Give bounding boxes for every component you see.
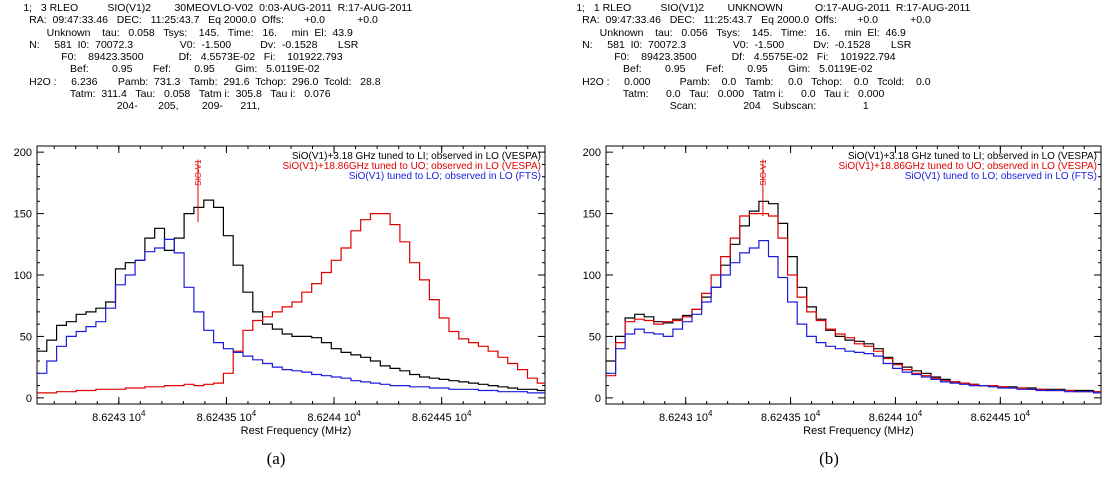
header-line: 1; 1 RLEO SIO(V1)2 UNKNOWN O:17-AUG-2011… — [553, 2, 971, 14]
x-tick-label: 8.62435 104 — [761, 409, 821, 424]
legend-entry: SiO(V1)+18.86GHz tuned to UO; observed i… — [282, 161, 541, 172]
x-tick-label: 8.62445 104 — [971, 409, 1031, 424]
line-marker-label: SIO-V1 — [194, 159, 203, 186]
y-tick-label: 150 — [14, 209, 32, 221]
x-tick-label: 8.62445 104 — [412, 409, 472, 424]
x-tick-label: 8.6243 104 — [659, 409, 713, 424]
spectrum-chart: 0 50 100 150 200 8.6243 104 8.62435 104 8.6244 … — [14, 145, 546, 437]
x-tick-label: 8.6243 104 — [92, 409, 146, 424]
y-tick-label: 50 — [20, 331, 32, 343]
series-line-1 — [606, 213, 1101, 393]
header-line: Bef: 0.95 Fef: 0.95 Gim: 5.0119E-02 — [0, 63, 320, 76]
panel-caption: (b) — [819, 449, 839, 468]
panel-caption: (a) — [266, 449, 286, 468]
series-line-0 — [37, 199, 545, 392]
header-line: RA: 09:47:33.46 DEC: 11:25:43.7 Eq 2000.… — [553, 14, 931, 27]
y-tick-label: 50 — [589, 331, 601, 343]
panel-a: 1; 3 RLEO SIO(V1)2 30MEOVLO-V02 0:03-AUG… — [0, 0, 552, 477]
observation-header: 1; 1 RLEO SIO(V1)2 UNKNOWN O:17-AUG-2011… — [553, 2, 1105, 113]
series-line-2 — [606, 240, 1101, 394]
series-line-2 — [37, 238, 545, 394]
header-line: H2O : 0.000 Pamb: 0.0 Tamb: 0.0 Tchop: 0… — [553, 75, 931, 88]
header-line: 204- 205, 209- 211, — [0, 100, 261, 113]
y-tick-label: 150 — [583, 209, 601, 221]
y-tick-label: 200 — [14, 147, 32, 159]
header-line: 1; 3 RLEO SIO(V1)2 30MEOVLO-V02 0:03-AUG… — [0, 2, 413, 14]
header-line: RA: 09:47:33.46 DEC: 11:25:43.7 Eq 2000.… — [0, 14, 378, 27]
header-line: F0: 89423.3500 Df: 4.5573E-02 Fi: 101922… — [0, 51, 343, 64]
series-line-0 — [606, 200, 1101, 393]
x-tick-label: 8.6244 104 — [307, 409, 361, 424]
legend-entry: SiO(V1) tuned to LO; observed in LO (FTS… — [349, 171, 541, 182]
y-tick-label: 200 — [583, 147, 601, 159]
plot-frame — [605, 145, 1102, 405]
header-line: Bef: 0.95 Fef: 0.95 Gim: 5.0119E-02 — [553, 63, 873, 76]
header-line: Tatm: 0.0 Tau: 0.000 Tatm i: 0.0 Tau i: … — [553, 88, 885, 101]
spectrum-chart: 0 50 100 150 200 8.6243 104 8.62435 104 8.6244 … — [583, 145, 1102, 437]
y-tick-label: 0 — [26, 393, 32, 405]
y-tick-label: 100 — [583, 270, 601, 282]
y-tick-label: 100 — [14, 270, 32, 282]
line-marker-label: SIO-V1 — [759, 159, 768, 186]
header-line: Unknown tau: 0.058 Tsys: 145. Time: 16. … — [0, 26, 353, 39]
header-line: N: 581 I0: 70072.3 V0: -1.500 Dv: -0.152… — [553, 38, 912, 51]
header-line: F0: 89423.3500 Df: 4.5575E-02 Fi: 101922… — [553, 51, 896, 64]
header-line: N: 581 I0: 70072.3 V0: -1.500 Dv: -0.152… — [0, 38, 359, 51]
series-line-1 — [37, 213, 545, 394]
x-axis-label: Rest Frequency (MHz) — [241, 425, 352, 437]
legend-entry: SiO(V1)+18.86GHz tuned to UO; observed i… — [838, 161, 1097, 172]
legend-entry: SiO(V1)+3.18 GHz tuned to LI; observed i… — [292, 151, 541, 162]
legend-entry: SiO(V1)+3.18 GHz tuned to LI; observed i… — [848, 151, 1097, 162]
panel-b: 1; 1 RLEO SIO(V1)2 UNKNOWN O:17-AUG-2011… — [553, 0, 1105, 477]
legend-entry: SiO(V1) tuned to LO; observed in LO (FTS… — [905, 171, 1097, 182]
header-line: Unknown tau: 0.056 Tsys: 145. Time: 16. … — [553, 26, 906, 39]
x-axis-label: Rest Frequency (MHz) — [803, 425, 914, 437]
y-tick-label: 0 — [595, 393, 601, 405]
header-line: Tatm: 311.4 Tau: 0.058 Tatm i: 305.8 Tau… — [0, 88, 331, 101]
x-tick-label: 8.62435 104 — [197, 409, 257, 424]
observation-header: 1; 3 RLEO SIO(V1)2 30MEOVLO-V02 0:03-AUG… — [0, 2, 552, 113]
x-tick-label: 8.6244 104 — [869, 409, 923, 424]
plot-frame — [36, 145, 546, 405]
header-line: Scan: 204 Subscan: 1 — [553, 100, 869, 113]
header-line: H2O : 6.236 Pamb: 731.3 Tamb: 291.6 Tcho… — [0, 75, 381, 88]
